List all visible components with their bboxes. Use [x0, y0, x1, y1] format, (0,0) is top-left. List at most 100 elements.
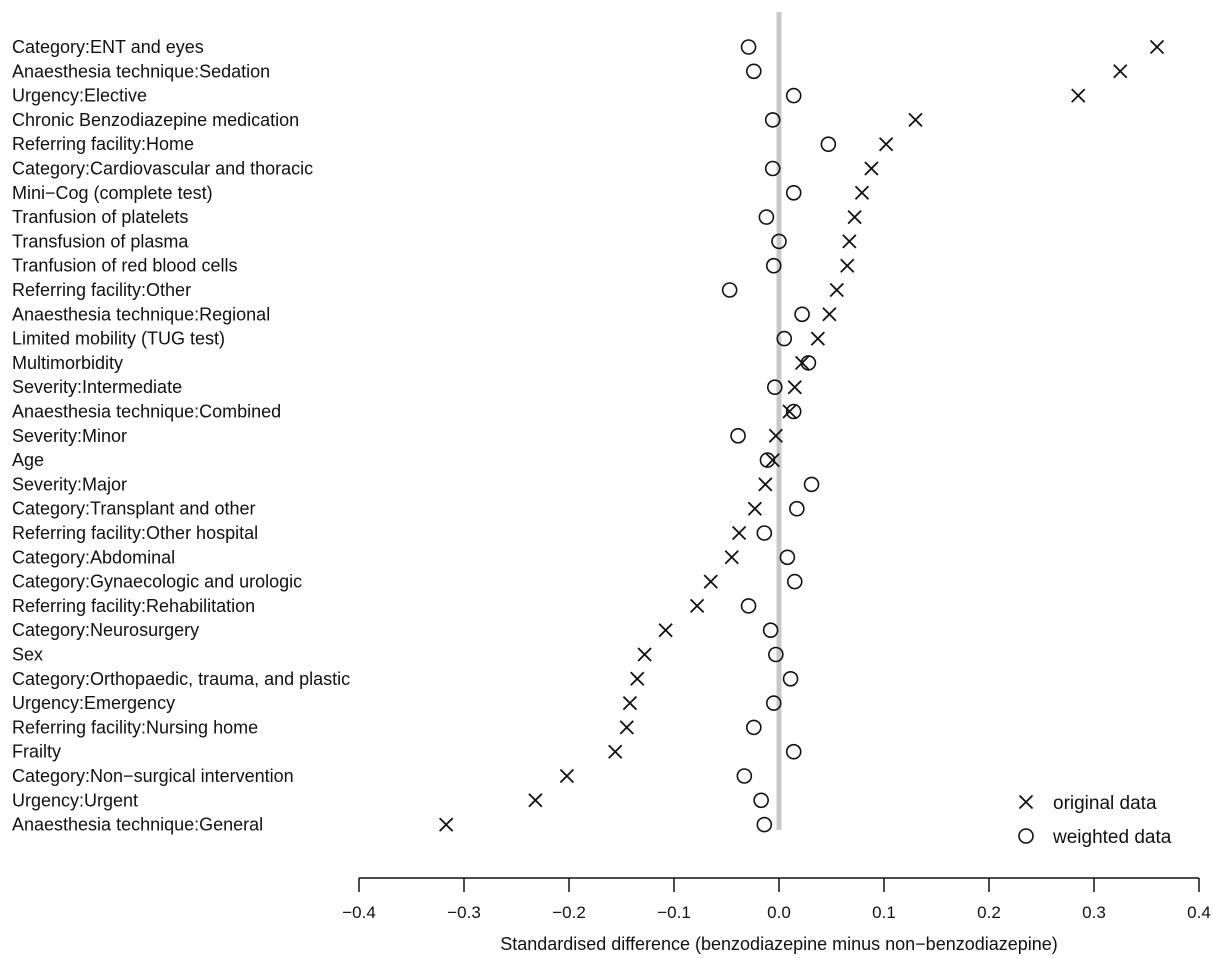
category-label: Referring facility:Other: [12, 280, 191, 300]
category-label: Referring facility:Rehabilitation: [12, 596, 255, 616]
original-data-point: [619, 720, 634, 735]
weighted-data-point: [756, 816, 773, 833]
weighted-data-point: [764, 112, 781, 128]
weighted-data-point: [794, 306, 810, 323]
weighted-data-point: [789, 500, 805, 517]
weighted-data-point: [762, 622, 779, 639]
category-label: Category:Cardiovascular and thoracic: [12, 159, 313, 179]
original-data-point: [658, 623, 673, 638]
original-data-point: [842, 234, 857, 249]
original-data-point: [747, 501, 762, 516]
weighted-data-point: [740, 39, 757, 55]
category-label: Transfusion of plasma: [12, 231, 189, 251]
weighted-data-point: [800, 355, 817, 371]
weighted-data-point: [740, 598, 757, 614]
weighted-data-point: [771, 233, 787, 250]
original-data-point: [782, 404, 797, 419]
original-data-point: [724, 550, 739, 565]
category-labels: Category:ENT and eyes Anaesthesia techniq…: [12, 37, 350, 835]
weighted-data-point: [782, 670, 799, 687]
original-data-point: [559, 768, 575, 784]
weighted-data-point: [753, 792, 769, 809]
category-label: Urgency:Elective: [12, 86, 147, 106]
legend-label: weighted data: [1052, 827, 1172, 848]
original-data-point: [622, 695, 638, 711]
data-markers: [439, 39, 1165, 833]
weighted-data-point: [764, 160, 781, 177]
original-data-point: [703, 574, 718, 589]
category-label: Anaesthesia technique:Combined: [12, 402, 281, 422]
category-label: Severity:Major: [12, 474, 127, 494]
category-label: Category:Transplant and other: [12, 499, 255, 519]
weighted-data-point: [766, 379, 783, 396]
x-tick-label: 0.3: [1082, 903, 1106, 922]
category-label: Age: [12, 450, 44, 470]
weighted-data-point: [785, 743, 802, 760]
original-data-point: [768, 428, 783, 443]
weighted-data-point: [765, 695, 782, 711]
weighted-data-point: [776, 330, 793, 347]
legend-item: original data: [1018, 793, 1157, 814]
legend-circle-marker: [1018, 828, 1034, 844]
weighted-data-point: [785, 403, 802, 420]
original-data-point: [908, 112, 923, 128]
weighted-data-point: [803, 476, 820, 493]
original-data-point: [637, 647, 652, 662]
category-label: Anaesthesia technique:Regional: [12, 304, 270, 324]
weighted-data-point: [786, 573, 803, 590]
legend-item: weighted data: [1018, 827, 1172, 848]
category-label: Referring facility:Home: [12, 134, 194, 154]
category-label: Chronic Benzodiazepine medication: [12, 110, 299, 130]
weighted-data-point: [820, 136, 837, 152]
category-label: Tranfusion of platelets: [12, 207, 188, 227]
original-data-point: [864, 161, 879, 176]
x-axis: −0.4 −0.3 −0.2 −0.1 0.0 0.1 0.2 0.3 0.4: [342, 877, 1211, 922]
weighted-data-point: [779, 549, 796, 566]
category-label: Frailty: [12, 742, 61, 762]
category-label: Category:Gynaecologic and urologic: [12, 572, 302, 592]
weighted-data-point: [759, 452, 776, 468]
category-label: Urgency:Emergency: [12, 693, 175, 713]
x-tick-label: 0.4: [1187, 903, 1211, 922]
weighted-data-point: [736, 768, 753, 784]
x-tick-label: 0.2: [977, 903, 1001, 922]
original-data-point: [528, 793, 543, 808]
category-label: Category:Neurosurgery: [12, 620, 199, 640]
category-label: Severity:Intermediate: [12, 377, 182, 397]
category-label: Sex: [12, 645, 43, 665]
original-data-point: [822, 307, 837, 322]
weighted-data-point: [768, 646, 784, 663]
category-label: Urgency:Urgent: [12, 790, 138, 810]
original-data-point: [878, 137, 894, 152]
weighted-data-point: [745, 63, 762, 80]
original-data-point: [1113, 64, 1128, 79]
category-label: Referring facility:Nursing home: [12, 717, 258, 737]
original-data-point: [810, 331, 825, 346]
category-label: Category:Abdominal: [12, 547, 175, 567]
weighted-data-point: [785, 87, 802, 104]
original-data-point: [1149, 39, 1165, 55]
weighted-data-point: [765, 257, 782, 274]
category-label: Referring facility:Other hospital: [12, 523, 258, 543]
category-label: Multimorbidity: [12, 353, 123, 373]
weighted-data-point: [756, 525, 773, 541]
original-data-point: [758, 477, 773, 492]
category-label: Category:ENT and eyes: [12, 37, 204, 57]
x-tick-label: −0.2: [552, 903, 586, 922]
x-axis-title: Standardised difference (benzodiazepine …: [500, 934, 1058, 954]
legend-label: original data: [1053, 793, 1157, 814]
x-tick-label: 0.0: [767, 903, 791, 922]
original-data-point: [787, 380, 802, 395]
original-data-point: [731, 525, 747, 541]
original-data-point: [854, 185, 870, 200]
weighted-data-point: [758, 209, 775, 225]
category-label: Limited mobility (TUG test): [12, 329, 225, 349]
legend: original data weighted data: [1018, 793, 1172, 848]
legend-x-marker: [1018, 794, 1034, 810]
weighted-data-point: [745, 719, 762, 736]
original-data-point: [608, 744, 623, 759]
weighted-data-point: [730, 427, 746, 444]
weighted-data-point: [785, 185, 802, 201]
category-label: Anaesthesia technique:General: [12, 815, 263, 835]
